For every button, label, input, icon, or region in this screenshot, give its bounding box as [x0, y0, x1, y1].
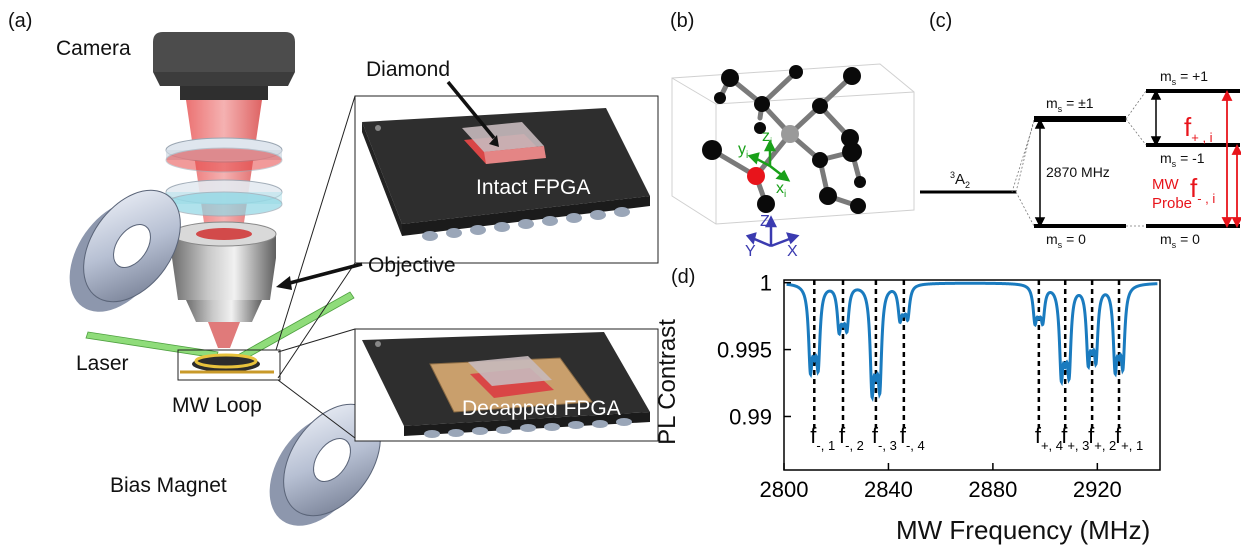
panel-a-letter: (a)	[8, 10, 33, 32]
lab-x-label: X	[787, 243, 798, 260]
resonance-label-1: f-, 1	[810, 423, 835, 453]
camera-label: Camera	[56, 37, 131, 60]
plot-frame	[783, 279, 1161, 471]
panel-d-letter: (d)	[671, 266, 696, 288]
level-ms-pm1-label: ms = ±1	[1046, 95, 1094, 114]
x-tick-label-2880: 2880	[968, 477, 1017, 502]
resonance-label-8: f+, 1	[1115, 423, 1143, 453]
intact-fpga-chip	[362, 108, 650, 241]
local-z-label: zi	[762, 128, 773, 149]
level-ms-minus1-label: ms = -1	[1160, 150, 1205, 169]
f-plus-label: f+ , i	[1184, 112, 1213, 146]
level-ms-plus1-label: ms = +1	[1160, 68, 1209, 87]
lens-lower	[165, 179, 283, 217]
panel-c-letter: (c)	[929, 10, 953, 32]
y-tick-label-2: 1	[760, 271, 772, 296]
bias-magnet-upper	[69, 189, 181, 312]
diamond-sample-intact	[462, 122, 546, 164]
resonance-label-6: f+, 3	[1061, 423, 1089, 453]
resonance-label-2: f-, 2	[839, 423, 864, 453]
f-minus-label: f- , i	[1190, 173, 1216, 207]
local-x-label: xi	[776, 180, 787, 201]
local-y-label: yi	[738, 141, 749, 162]
bias-magnet-label: Bias Magnet	[110, 474, 227, 497]
objective-arrow	[285, 262, 363, 286]
resonance-label-5: f+, 4	[1035, 423, 1063, 453]
objective-lens	[171, 221, 277, 348]
x-tick-label-2800: 2800	[760, 477, 809, 502]
camera-body	[153, 32, 295, 100]
loop-zoom-box	[177, 349, 281, 381]
nitrogen-atom	[747, 167, 765, 185]
mw-probe-line-1: MW	[1152, 176, 1179, 193]
mw-probe-line-2: Probe	[1152, 195, 1193, 212]
diamond-arrow	[446, 80, 496, 140]
local-axes	[747, 139, 791, 182]
mw-loop	[180, 353, 274, 374]
ground-state-label: 3A2	[950, 170, 971, 190]
intact-fpga-label: Intact FPGA	[476, 176, 591, 199]
carbon-atoms	[702, 65, 866, 214]
objective-label: Objective	[368, 254, 456, 277]
level-ms-0-right-label: ms = 0	[1160, 231, 1200, 250]
y-tick-label-1: 0.995	[717, 338, 772, 363]
x-tick-label-2840: 2840	[864, 477, 913, 502]
level-ms-0-left-label: ms = 0	[1046, 231, 1086, 250]
mw-probe-label: MW Probe	[1152, 175, 1192, 213]
mw-loop-label: MW Loop	[172, 394, 262, 417]
energy-levels	[920, 89, 1240, 228]
decapped-fpga-label: Decapped FPGA	[462, 397, 621, 420]
diamond-sample-decapped	[468, 356, 554, 398]
vacancy-site	[781, 125, 799, 143]
zoom-lines	[275, 95, 356, 439]
lab-z-label: Z	[760, 213, 770, 230]
zero-field-splitting-label: 2870 MHz	[1046, 164, 1110, 180]
lab-y-label: Y	[745, 243, 756, 260]
x-tick-label-2920: 2920	[1073, 477, 1122, 502]
diamond-label: Diamond	[366, 58, 451, 81]
unit-cell-box	[671, 63, 915, 225]
resonance-label-7: f+, 2	[1088, 423, 1116, 453]
laser-label: Laser	[76, 352, 129, 375]
pl-spectrum-line	[786, 281, 1158, 402]
zeeman-arrow	[1150, 89, 1162, 147]
mw-transition-arrows	[1221, 89, 1241, 229]
connector-lines	[1011, 90, 1147, 227]
zero-field-arrow	[1034, 118, 1046, 228]
chart-x-axis-label: MW Frequency (MHz)	[896, 515, 1151, 545]
resonance-label-4: f-, 4	[900, 423, 925, 453]
lab-axes	[745, 215, 800, 248]
panel-b-letter: (b)	[670, 10, 695, 32]
resonance-label-3: f-, 3	[872, 423, 897, 453]
y-tick-label-0: 0.99	[729, 404, 772, 429]
lens-upper	[165, 137, 283, 173]
